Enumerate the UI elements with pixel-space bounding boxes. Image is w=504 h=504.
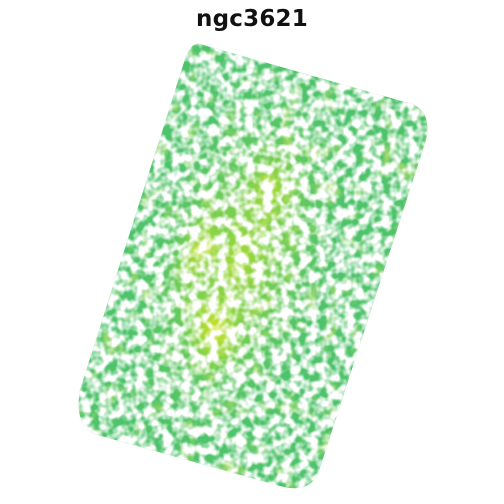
- field-footprint: [78, 43, 428, 489]
- figure-title: ngc3621: [196, 6, 308, 32]
- noise-speckles: [78, 43, 428, 489]
